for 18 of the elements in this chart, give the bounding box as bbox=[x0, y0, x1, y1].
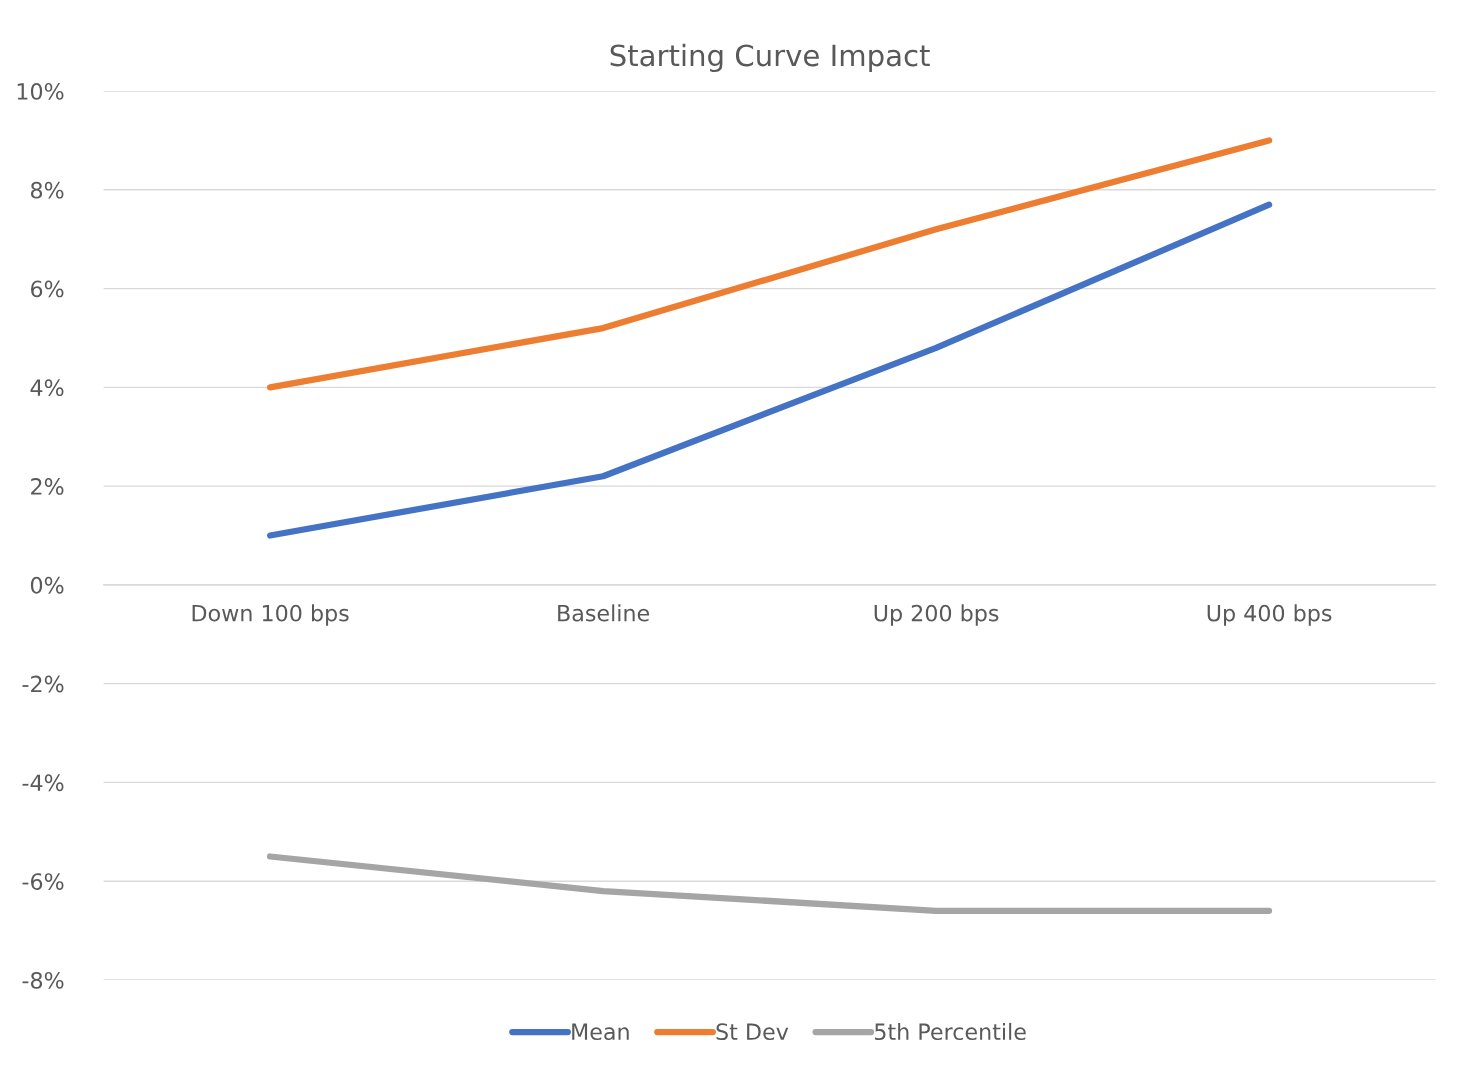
legend-label: St Dev bbox=[716, 1023, 789, 1041]
x-tick-label: Baseline bbox=[558, 604, 650, 622]
y-tick-label: 0% bbox=[30, 576, 64, 594]
y-tick-label: -6% bbox=[22, 873, 64, 890]
y-tick-label: -2% bbox=[22, 675, 64, 693]
y-tick-label: -8% bbox=[22, 971, 64, 989]
y-tick-label: -4% bbox=[22, 774, 64, 792]
y-tick-label: 4% bbox=[30, 379, 64, 397]
y-tick-label: 6% bbox=[31, 280, 64, 298]
x-tick-label: Up 200 bps bbox=[874, 604, 999, 626]
y-tick-label: 2% bbox=[31, 478, 64, 495]
x-tick-label: Up 400 bps bbox=[1207, 604, 1332, 626]
y-tick-label: 10% bbox=[17, 82, 64, 100]
legend-label: 5th Percentile bbox=[875, 1022, 1026, 1041]
y-tick-label: 8% bbox=[30, 181, 64, 199]
x-tick-label: Down 100 bps bbox=[192, 604, 349, 626]
chart-title: Starting Curve Impact bbox=[610, 43, 930, 73]
legend-label: Mean bbox=[572, 1023, 629, 1041]
